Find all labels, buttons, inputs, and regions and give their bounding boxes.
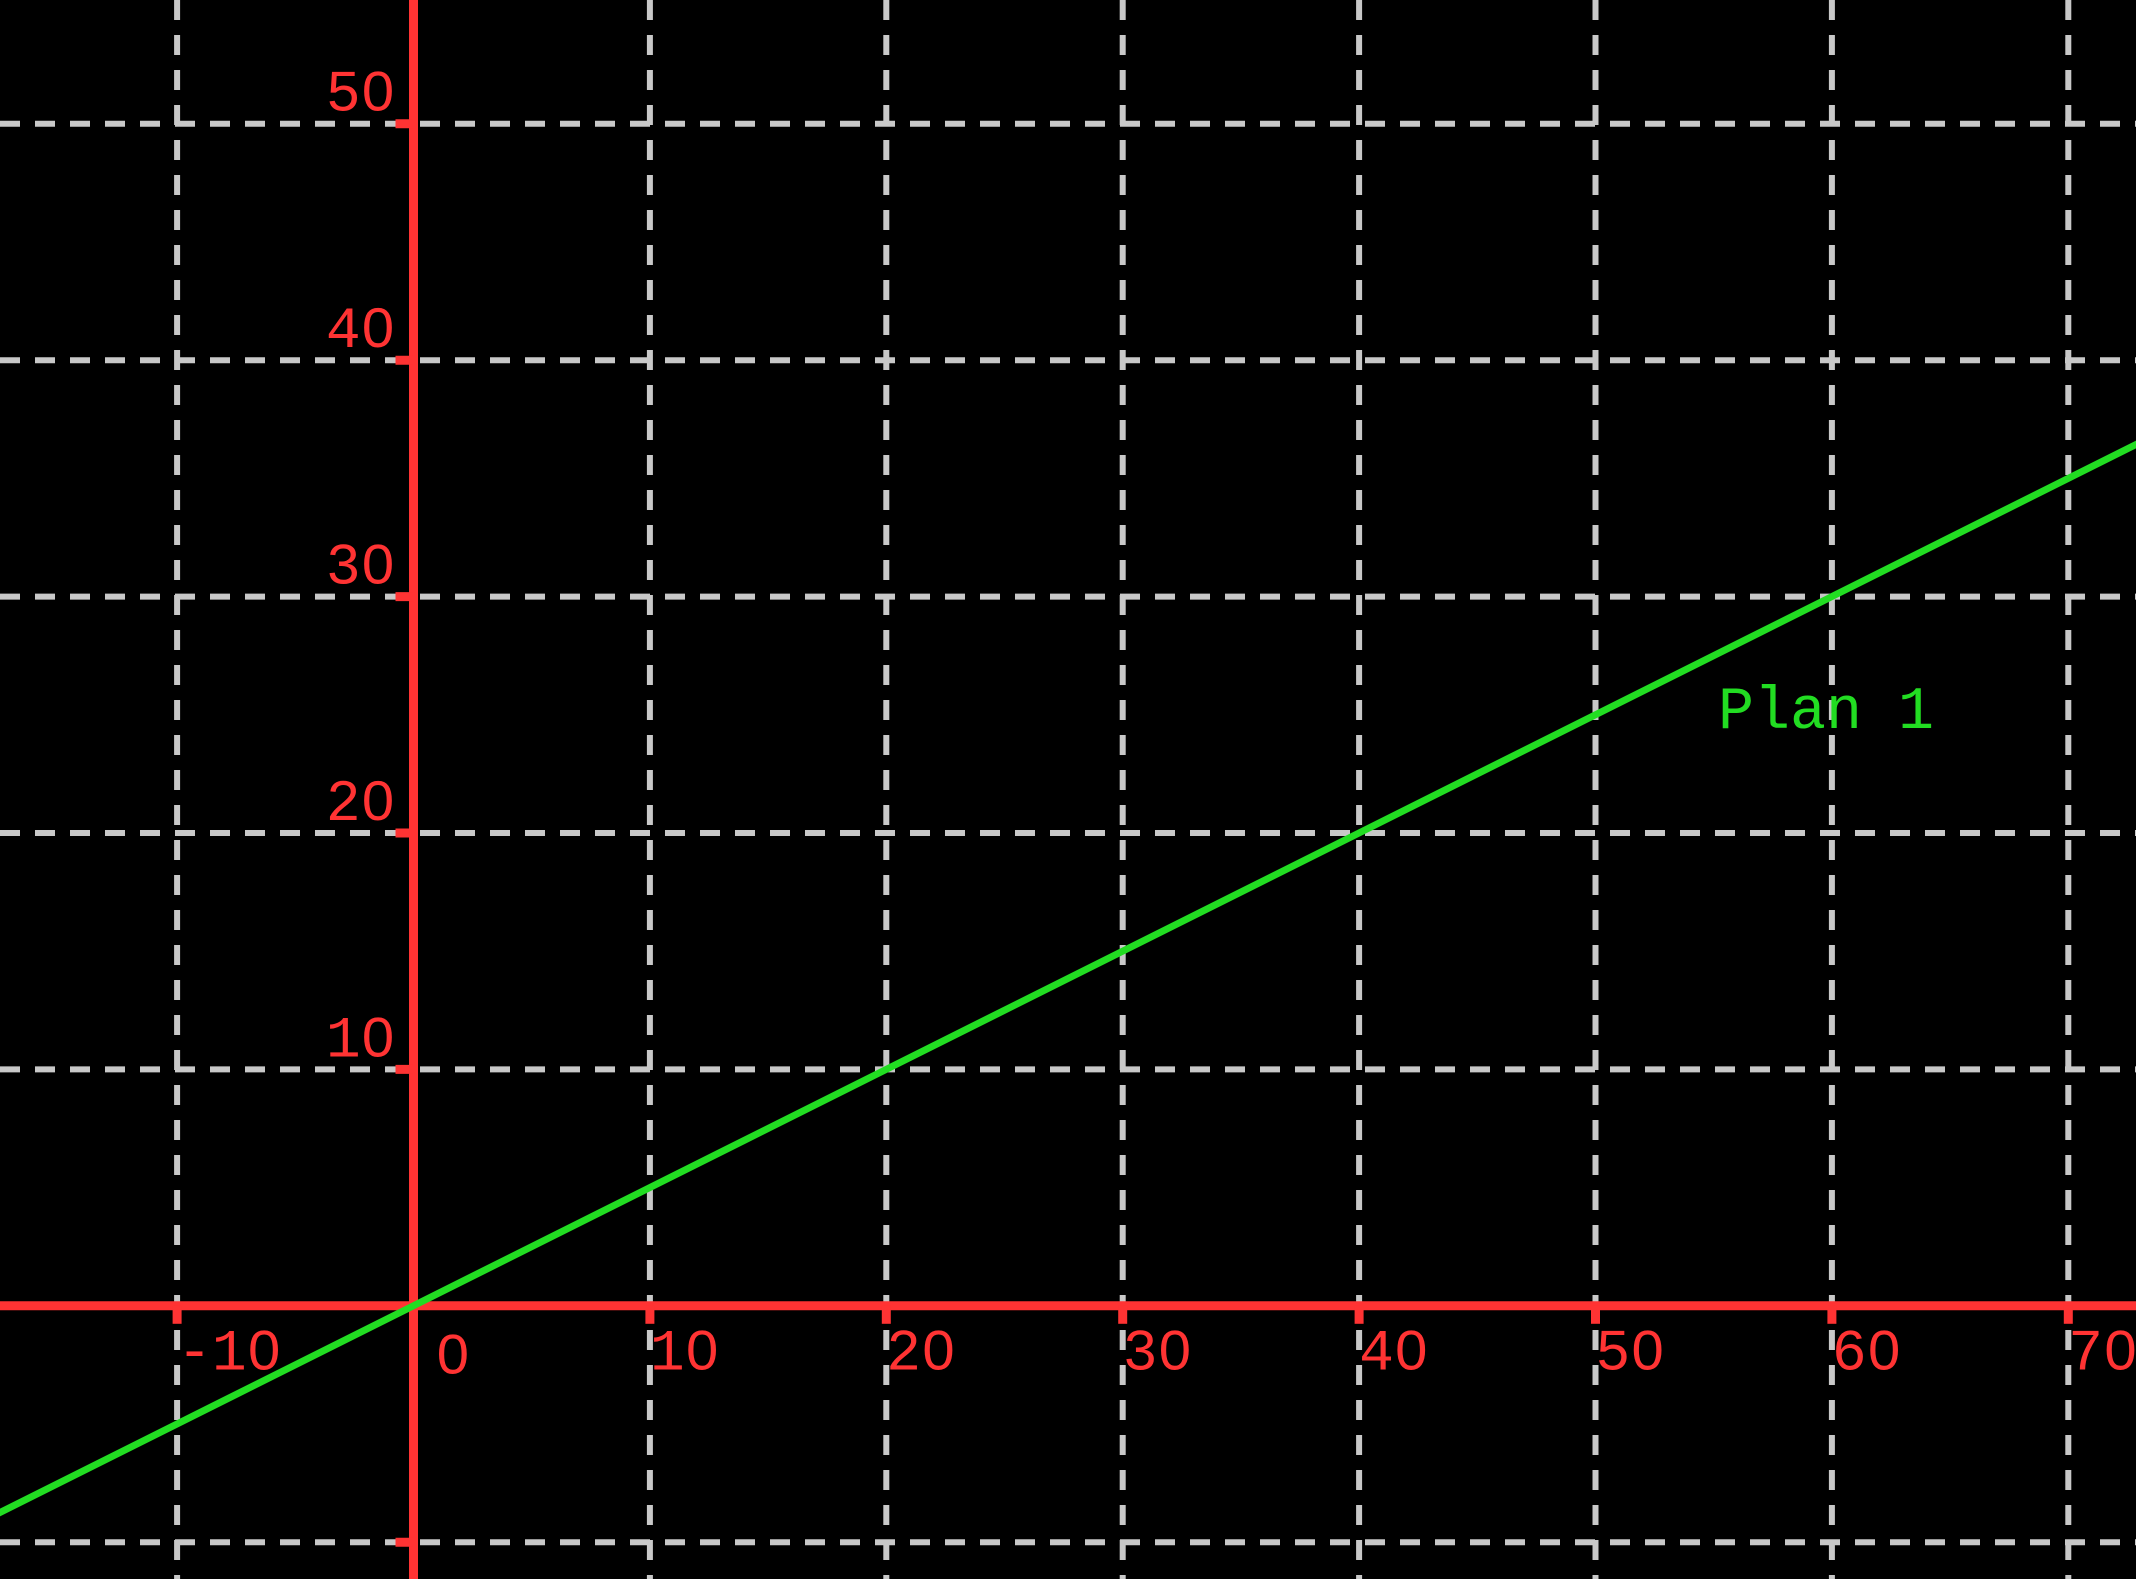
- svg-text:10: 10: [650, 1322, 720, 1387]
- svg-text:20: 20: [886, 1322, 956, 1387]
- svg-text:50: 50: [1596, 1322, 1666, 1387]
- svg-text:70: 70: [2068, 1322, 2136, 1387]
- svg-text:Plan 1: Plan 1: [1718, 679, 1934, 747]
- svg-text:60: 60: [1832, 1322, 1902, 1387]
- svg-text:40: 40: [1359, 1322, 1429, 1387]
- svg-text:30: 30: [1123, 1322, 1193, 1387]
- svg-text:20: 20: [326, 773, 396, 838]
- svg-text:30: 30: [326, 537, 396, 602]
- svg-text:50: 50: [326, 64, 396, 129]
- svg-text:40: 40: [326, 300, 396, 365]
- svg-text:10: 10: [326, 1009, 396, 1074]
